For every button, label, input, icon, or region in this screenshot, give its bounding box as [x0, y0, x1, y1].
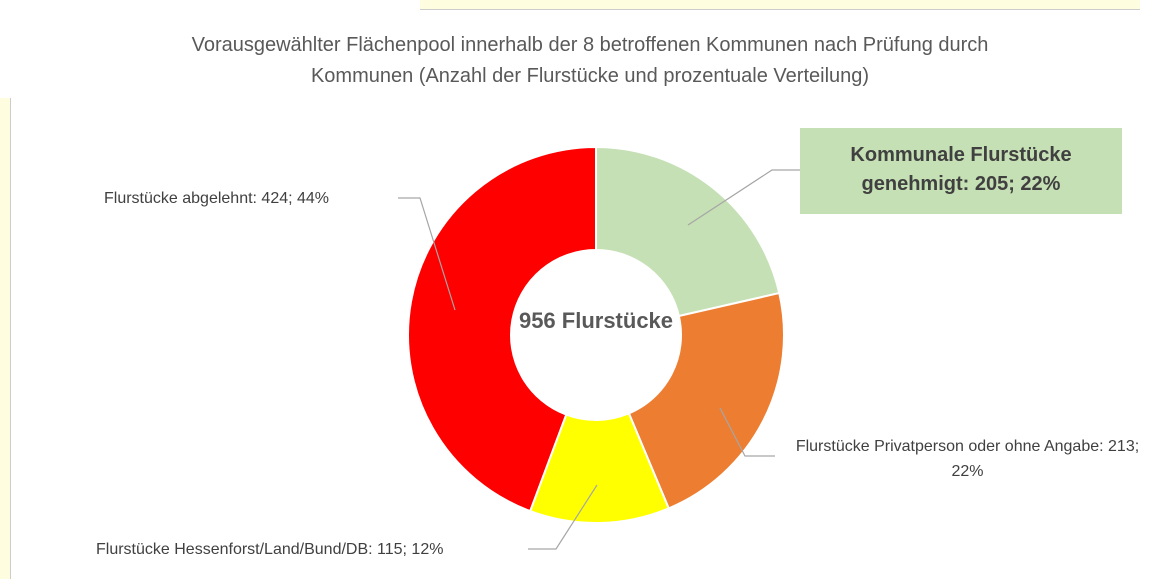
- left-panel: [0, 98, 11, 579]
- slices: [406, 145, 785, 524]
- data-label: Flurstücke abgelehnt: 424; 44%: [104, 190, 330, 207]
- leader-line: [687, 169, 800, 226]
- leader-line: [398, 197, 456, 311]
- data-label: Kommunale Flurstücke genehmigt: 205; 22%: [800, 128, 1122, 214]
- leader-line: [528, 484, 598, 550]
- slice: [406, 145, 597, 513]
- leader-lines: [398, 169, 800, 550]
- data-label: Flurstücke Privatperson oder ohne Angabe…: [795, 438, 1140, 480]
- center-label: 956 Flurstücke: [518, 308, 674, 333]
- leader-line: [719, 407, 775, 457]
- slice: [595, 145, 781, 318]
- slice: [627, 291, 785, 510]
- top-panel: [420, 0, 1140, 10]
- chart-title: Vorausgewählter Flächenpool innerhalb de…: [191, 34, 989, 87]
- data-label: Flurstücke Hessenforst/Land/Bund/DB: 115…: [96, 541, 444, 558]
